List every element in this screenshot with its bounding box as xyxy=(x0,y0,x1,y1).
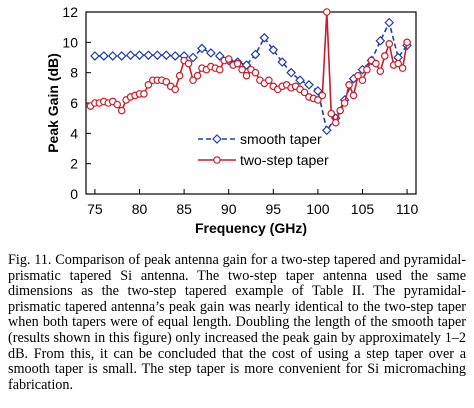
data-point xyxy=(175,71,184,80)
data-point xyxy=(233,59,242,68)
data-point xyxy=(327,109,336,118)
y-tick-label: 4 xyxy=(70,125,78,141)
data-point xyxy=(314,96,322,104)
y-tick-label: 0 xyxy=(70,186,78,202)
x-tick-label: 105 xyxy=(351,201,375,217)
legend-marker xyxy=(213,156,221,164)
data-point xyxy=(162,77,171,86)
legend: smooth taper two-step taper xyxy=(198,131,329,168)
y-tick-label: 12 xyxy=(62,4,78,20)
data-point xyxy=(349,91,358,100)
data-point xyxy=(117,106,126,115)
data-point xyxy=(206,48,216,58)
data-point xyxy=(323,8,331,16)
legend-marker xyxy=(212,134,222,144)
x-tick-label: 80 xyxy=(132,201,148,217)
data-point xyxy=(403,38,411,47)
data-point xyxy=(345,81,353,89)
data-point xyxy=(318,91,327,100)
data-point xyxy=(184,59,193,68)
data-point xyxy=(268,45,279,55)
data-point xyxy=(394,59,402,68)
data-point xyxy=(286,67,296,78)
data-point xyxy=(251,68,260,77)
series-two-step-taper xyxy=(86,8,411,127)
x-tick-label: 85 xyxy=(176,201,192,217)
x-axis-title: Frequency (GHz) xyxy=(195,220,307,236)
data-point xyxy=(144,81,153,89)
y-axis-title: Peak Gain (dB) xyxy=(45,53,61,153)
series-smooth-taper xyxy=(90,17,412,136)
data-point xyxy=(193,71,202,80)
x-tick-label: 90 xyxy=(221,201,237,217)
data-point xyxy=(304,79,314,90)
data-point xyxy=(197,43,207,54)
data-point xyxy=(161,50,172,61)
data-point xyxy=(140,90,148,98)
data-point xyxy=(372,59,380,68)
data-point xyxy=(331,118,340,127)
data-point xyxy=(385,40,394,48)
data-point xyxy=(277,57,288,67)
x-tick-label: 95 xyxy=(266,201,282,217)
data-point xyxy=(398,64,407,72)
data-point xyxy=(250,49,261,60)
data-point xyxy=(295,75,305,86)
data-point xyxy=(143,50,154,61)
data-point xyxy=(358,76,367,85)
data-point xyxy=(340,99,349,107)
data-point xyxy=(171,85,179,94)
data-point xyxy=(170,51,181,61)
data-point xyxy=(238,65,246,74)
x-tick-label: 100 xyxy=(306,201,330,217)
data-point xyxy=(98,51,109,61)
data-point xyxy=(107,51,118,61)
figure-caption: Fig. 11. Comparison of peak antenna gain… xyxy=(8,252,466,393)
data-point xyxy=(380,52,389,60)
data-point xyxy=(224,55,233,63)
data-point xyxy=(242,71,251,80)
data-point xyxy=(384,17,395,28)
chart-figure: 75 80 85 90 95 100 105 110 0 2 4 6 8 10 12 Frequency (G… xyxy=(45,4,419,236)
data-point xyxy=(113,100,122,109)
x-tick-label: 75 xyxy=(87,201,103,217)
data-point xyxy=(188,52,198,63)
data-point xyxy=(215,65,224,74)
y-tick-label: 10 xyxy=(62,34,78,50)
data-point xyxy=(265,76,273,85)
y-tick-label: 2 xyxy=(70,156,78,172)
data-point xyxy=(90,51,100,61)
x-tick-label: 110 xyxy=(396,201,419,217)
peak-gain-chart: 75 80 85 90 95 100 105 110 0 2 4 6 8 10 12 Frequency (G… xyxy=(45,4,419,236)
data-point xyxy=(354,71,362,80)
data-point xyxy=(321,125,332,136)
legend-label: smooth taper xyxy=(240,131,322,147)
data-point xyxy=(152,50,163,61)
data-point xyxy=(116,51,127,61)
data-point xyxy=(376,67,385,75)
data-point xyxy=(363,65,371,74)
data-point xyxy=(125,50,136,61)
y-tick-label: 8 xyxy=(70,65,78,81)
data-point xyxy=(336,106,344,115)
data-point xyxy=(375,35,386,46)
legend-label: two-step taper xyxy=(240,152,329,168)
data-point xyxy=(259,32,270,43)
data-point xyxy=(189,76,197,85)
y-tick-label: 6 xyxy=(70,95,78,111)
data-point xyxy=(134,50,145,61)
data-point xyxy=(300,88,309,97)
